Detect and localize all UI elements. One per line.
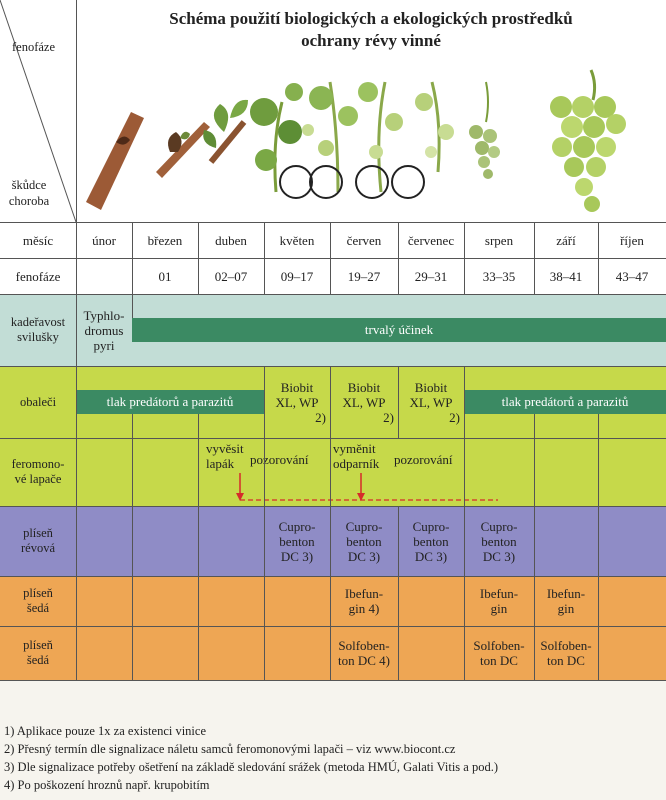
phase-cell: 09–17 (280, 268, 314, 284)
ibefungin-cell-3: Ibefun- gin (546, 586, 586, 616)
month-cell: květen (279, 232, 315, 248)
phase-cell: 33–35 (482, 268, 516, 284)
biobit-text: Biobit XL, WP (409, 379, 453, 410)
cuprobenton-cell-1: Cupro- benton DC 3) (278, 518, 316, 564)
dormant-bud-illustration (86, 112, 144, 210)
ripe-cluster-illustration (550, 69, 626, 212)
phase-row-label: fenofáze (15, 268, 61, 284)
row-grey-mould-1 (0, 576, 666, 626)
detail-circle-2 (309, 165, 343, 199)
footnote-3: 3) Dle signalizace potřeby ošetření na z… (4, 760, 498, 774)
detail-circle-1 (279, 165, 313, 199)
cuprobenton-cell-3: Cupro- benton DC 3) (412, 518, 450, 564)
row-traps (0, 438, 666, 506)
month-cell: říjen (620, 232, 644, 248)
phase-cell (76, 258, 132, 294)
footnote-2: 2) Přesný termín dle signalizace náletu … (4, 742, 456, 756)
header-diagonal (0, 0, 76, 222)
predator-pressure-bar-right: tlak predátorů a parazitů (464, 390, 666, 414)
month-cell: duben (215, 232, 247, 248)
footnote-ref: 2) (315, 409, 326, 425)
trap-timeline (236, 473, 498, 501)
row-downy-mildew (0, 506, 666, 576)
fruit-set-illustration (358, 81, 403, 193)
replace-arrow-head (357, 493, 365, 501)
leaf-emergence-illustration (203, 99, 248, 164)
month-cell: březen (147, 232, 183, 248)
mites-label: kadeřavost svilušky (10, 315, 66, 344)
footnote-ref: 2) (383, 409, 394, 425)
cuprobenton-cell-2: Cupro- benton DC 3) (345, 518, 383, 564)
traps-label: feromono- vé lapače (11, 457, 65, 486)
title-line-2: ochrany révy vinné (301, 31, 441, 50)
footnote-1: 1) Aplikace pouze 1x za existenci vinice (4, 724, 207, 738)
header-label-pests: škůdce choroba (8, 178, 50, 208)
downy-mildew-label: plíseň révová (20, 526, 55, 555)
cuprobenton-cell-4: Cupro- benton DC 3) (480, 518, 518, 564)
month-cell: září (556, 232, 576, 248)
header-label-fenofaze: fenofáze (12, 40, 56, 54)
biobit-cell-1: Biobit XL, WP 2) (264, 366, 330, 438)
footnote-4: 4) Po poškození hroznů např. krupobitím (4, 778, 210, 792)
veraison-illustration (469, 81, 500, 179)
biobit-text: Biobit XL, WP (342, 379, 386, 410)
title-line-1: Schéma použití biologických a ekologický… (169, 9, 573, 28)
grey-mould-label-2: plíseň šedá (23, 638, 53, 667)
permanent-effect-bar: trvalý účinek (132, 318, 666, 342)
ibefungin-cell-2: Ibefun- gin (479, 586, 519, 616)
typhlodromus-cell: Typhlo- dromus pyri (83, 307, 125, 353)
phase-cell: 29–31 (414, 268, 448, 284)
predator-pressure-bar-left: tlak predátorů a parazitů (76, 390, 264, 414)
month-cell: červen (346, 232, 382, 248)
page-title: Schéma použití biologických a ekologický… (76, 8, 666, 52)
solfobenton-cell-3: Solfoben- ton DC (540, 638, 592, 668)
phase-cell: 43–47 (615, 268, 649, 284)
biobit-cell-2: Biobit XL, WP 2) (330, 366, 398, 438)
bud-break-illustration (156, 122, 210, 178)
biobit-text: Biobit XL, WP (275, 379, 319, 410)
phase-cell: 19–27 (347, 268, 381, 284)
month-cell: srpen (484, 232, 514, 248)
phase-cell: 02–07 (214, 268, 248, 284)
detail-circle-3 (355, 165, 389, 199)
footnote-ref: 2) (449, 409, 460, 425)
phase-cell: 38–41 (549, 268, 583, 284)
month-cell: červenec (407, 232, 455, 248)
hang-arrow-head (236, 493, 244, 501)
growth-stage-illustrations (86, 69, 626, 212)
solfobenton-cell-1: Solfoben- ton DC 4) (338, 638, 390, 668)
berry-growth-illustration (415, 81, 454, 173)
replace-dispenser-text: vyměnit odparník (333, 441, 380, 471)
row-grey-mould-2 (0, 626, 666, 680)
month-cell: únor (92, 232, 116, 248)
solfobenton-cell-2: Solfoben- ton DC (473, 638, 525, 668)
moths-label: obaleči (19, 394, 57, 409)
month-row-label: měsíc (22, 232, 54, 248)
detail-circle-4 (391, 165, 425, 199)
flowering-illustration (302, 81, 358, 193)
inflorescence-illustration (250, 83, 303, 193)
ibefungin-cell-1: Ibefun- gin 4) (344, 586, 384, 616)
hang-trap-text: vyvěsit lapák (206, 441, 244, 471)
grey-mould-label-1: plíseň šedá (23, 586, 53, 615)
biobit-cell-3: Biobit XL, WP 2) (398, 366, 464, 438)
phase-cell: 01 (158, 268, 172, 284)
observation-text-2: pozorování (394, 452, 453, 467)
